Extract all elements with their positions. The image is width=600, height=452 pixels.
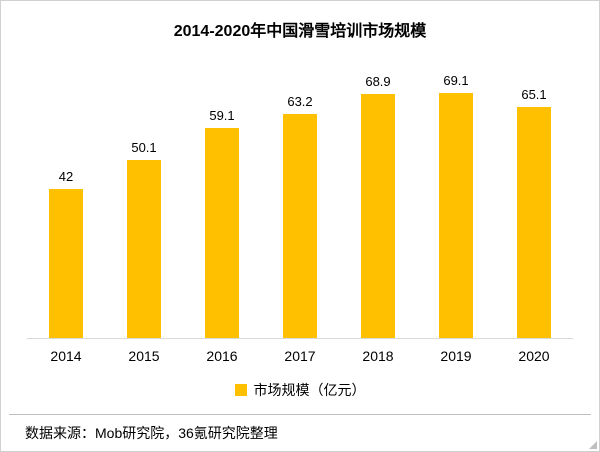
- x-tick-label: 2017: [284, 348, 316, 364]
- x-tick-label: 2019: [440, 348, 472, 364]
- x-tick-label: 2015: [128, 348, 160, 364]
- bar-value-label: 69.1: [443, 73, 469, 88]
- bar: [205, 128, 239, 338]
- bar-column: 42: [27, 47, 105, 338]
- x-axis: 2014 2015 2016 2017 2018 2019 2020: [27, 339, 573, 364]
- legend: 市场规模（亿元）: [1, 380, 599, 400]
- bar: [361, 94, 395, 338]
- bar-value-label: 42: [58, 169, 74, 184]
- bar-column: 50.1: [105, 47, 183, 338]
- bar-value-label: 50.1: [131, 140, 157, 155]
- legend-swatch-icon: [234, 384, 247, 396]
- x-tick-label: 2018: [362, 348, 394, 364]
- source-note: 数据来源：Mob研究院，36氪研究院整理: [25, 425, 278, 441]
- plot-area: 42 50.1 59.1 63.2 68.9 69.1 65.1: [27, 47, 573, 339]
- x-tick-label: 2016: [206, 348, 238, 364]
- bar-column: 59.1: [183, 47, 261, 338]
- bar: [439, 93, 473, 338]
- corner-triangle-decoration: [589, 441, 597, 449]
- bar: [127, 160, 161, 338]
- bar-column: 65.1: [495, 47, 573, 338]
- legend-label: 市场规模（亿元）: [253, 382, 366, 398]
- bar: [517, 107, 551, 338]
- x-tick-label: 2014: [50, 348, 82, 364]
- bar: [49, 189, 83, 338]
- bar-column: 63.2: [261, 47, 339, 338]
- bar-value-label: 68.9: [365, 74, 391, 89]
- bar: [283, 114, 317, 338]
- bar-column: 69.1: [417, 47, 495, 338]
- source-divider: [9, 414, 591, 415]
- bar-value-label: 59.1: [209, 108, 235, 123]
- bar-value-label: 65.1: [521, 87, 547, 102]
- x-tick-label: 2020: [518, 348, 550, 364]
- bar-column: 68.9: [339, 47, 417, 338]
- bar-value-label: 63.2: [287, 94, 313, 109]
- chart-title: 2014-2020年中国滑雪培训市场规模: [173, 23, 427, 40]
